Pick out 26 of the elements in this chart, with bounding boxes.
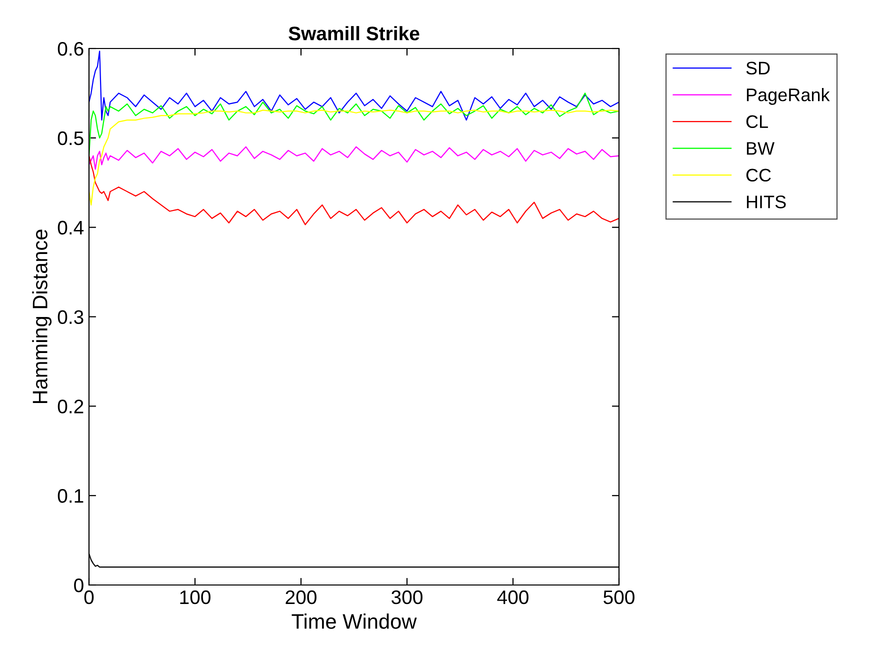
y-tick-label: 0.5: [58, 131, 84, 146]
y-tick-label: 0.6: [58, 42, 84, 56]
y-tick-label: 0.1: [58, 489, 84, 503]
x-tick-label: 100: [180, 590, 210, 604]
chart-title: Swamill Strike: [288, 26, 420, 40]
legend-label: BW: [746, 142, 774, 155]
line-series: [89, 146, 619, 170]
y-axis-title: Hamming Distance: [32, 230, 52, 404]
y-tick-label: 0.3: [58, 310, 84, 324]
x-tick-label: 0: [84, 590, 94, 604]
y-tick-label: 0.4: [58, 220, 84, 235]
x-tick-label: 500: [604, 590, 634, 604]
x-tick-label: 400: [497, 590, 528, 604]
x-tick-label: 300: [392, 590, 422, 604]
legend-label: PageRank: [746, 88, 830, 105]
line-series: [89, 155, 619, 226]
x-axis-title: Time Window: [292, 614, 417, 629]
legend-label: CL: [746, 115, 768, 128]
legend-label: CC: [746, 168, 771, 182]
line-series: [89, 50, 619, 121]
y-tick-label: 0: [74, 578, 84, 592]
legend-label: HITS: [746, 196, 786, 208]
x-tick-label: 200: [286, 590, 316, 604]
y-tick-label: 0.2: [58, 400, 84, 414]
legend-label: SD: [746, 62, 770, 75]
line-series: [89, 110, 619, 206]
